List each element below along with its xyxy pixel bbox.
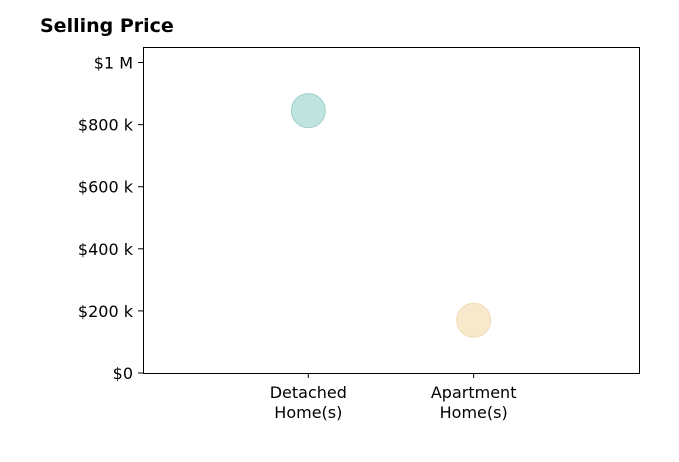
y-tick-label: $0	[113, 364, 133, 383]
chart-title: Selling Price	[40, 15, 174, 37]
x-tick-label: Apartment Home(s)	[431, 383, 517, 422]
plot-frame	[143, 47, 640, 374]
y-axis: $0 $200 k $400 k $600 k $800 k $1 M	[78, 54, 143, 383]
data-points	[290, 93, 492, 338]
y-tick-label: $400 k	[78, 240, 134, 259]
y-tick-label: $800 k	[78, 116, 134, 135]
data-point	[456, 302, 492, 338]
y-tick-label: $1 M	[94, 54, 133, 73]
y-tick-label: $200 k	[78, 302, 134, 321]
x-axis: Detached Home(s) Apartment Home(s)	[270, 373, 517, 422]
x-tick-label: Detached Home(s)	[270, 383, 347, 422]
plot-border	[143, 47, 640, 374]
data-point	[290, 93, 326, 129]
y-tick-label: $600 k	[78, 178, 134, 197]
